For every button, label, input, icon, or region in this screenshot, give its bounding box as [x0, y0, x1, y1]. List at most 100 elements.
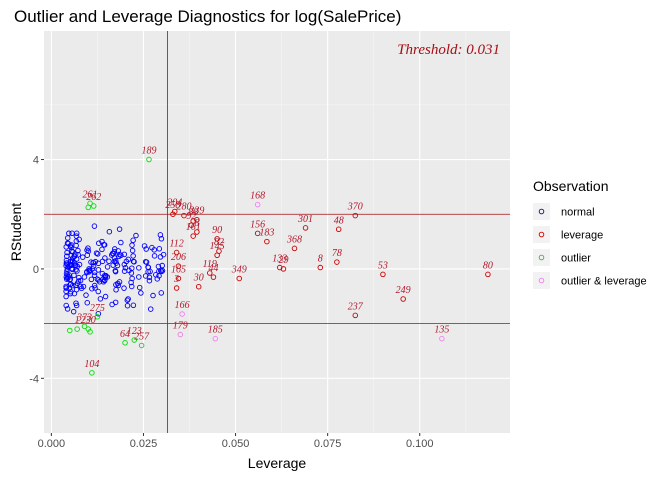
normal-point [84, 247, 90, 253]
normal-point [87, 267, 93, 274]
threshold-annotation: Threshold: 0.031 [397, 42, 500, 58]
leverage-point [280, 266, 287, 272]
normal-point [129, 283, 135, 290]
data-points [63, 156, 491, 376]
normal-point [77, 277, 84, 284]
leverage-point-label: 53 [378, 260, 388, 271]
normal-point [99, 238, 105, 245]
normal-point [151, 253, 158, 259]
outlier-point [81, 323, 88, 330]
legend-key-leverage [538, 231, 545, 238]
leverage-point-label: 90 [212, 225, 222, 236]
outlier-point [89, 370, 95, 376]
leverage-point-label: 368 [286, 234, 302, 245]
normal-point [63, 302, 69, 309]
normal-point [68, 258, 75, 264]
leverage-point [173, 285, 180, 291]
leverage-point [352, 312, 359, 319]
normal-point [92, 258, 99, 265]
legend-key-box [533, 249, 550, 266]
normal-point [99, 246, 105, 253]
leverage-point [485, 271, 491, 278]
leverage-point-label: 183 [259, 228, 274, 239]
both-point [179, 311, 185, 317]
normal-point [66, 285, 72, 292]
normal-point [130, 237, 136, 244]
leverage-point-label: 44 [208, 263, 218, 274]
y-axis-ticks: -4 0 4 [29, 155, 44, 385]
y-axis-label: RStudent [8, 203, 24, 261]
outlier-point [74, 326, 80, 332]
legend-key-outlier [538, 254, 545, 261]
leverage-point-label: 206 [171, 252, 186, 263]
normal-point [142, 273, 149, 279]
normal-point [95, 277, 102, 283]
normal-point [63, 244, 69, 250]
leverage-point [172, 208, 178, 215]
leverage-point [173, 249, 180, 256]
normal-point [88, 276, 95, 283]
leverage-point-label: 301 [297, 214, 313, 225]
normal-point [121, 285, 127, 291]
normal-point [118, 252, 124, 259]
normal-point [90, 263, 97, 270]
normal-point [95, 288, 101, 295]
leverage-point [277, 264, 283, 271]
normal-point [91, 272, 98, 278]
leverage-point-label: 80 [483, 260, 493, 271]
leverage-point-label: 48 [334, 215, 344, 226]
normal-point [63, 260, 70, 266]
normal-point [121, 251, 128, 258]
normal-point [129, 242, 135, 248]
x-tick-label: 0.075 [314, 438, 342, 450]
leverage-point [210, 274, 217, 280]
both-point-label: 166 [175, 300, 190, 311]
normal-point [158, 290, 165, 296]
normal-point [124, 302, 131, 309]
normal-point [63, 293, 69, 300]
y-tick-label: -4 [29, 373, 39, 385]
outlier-point [94, 314, 101, 320]
normal-point [124, 297, 131, 303]
leverage-point [302, 225, 309, 231]
normal-point [130, 253, 136, 259]
normal-point [116, 226, 123, 232]
normal-point [116, 279, 123, 285]
leverage-point [194, 229, 200, 235]
normal-point [66, 230, 72, 237]
normal-point [158, 268, 165, 275]
legend-key-both [538, 277, 545, 284]
normal-point [112, 268, 119, 275]
outlier-point [138, 342, 145, 349]
leverage-point [352, 212, 359, 219]
normal-point [129, 247, 136, 254]
normal-point [75, 278, 82, 284]
normal-point [118, 239, 124, 246]
x-tick-label: 0.050 [222, 438, 250, 450]
normal-point [160, 251, 167, 258]
leverage-point-label: 112 [169, 239, 183, 250]
normal-point [106, 258, 112, 265]
normal-point [76, 236, 82, 243]
normal-point [102, 274, 109, 280]
normal-point [146, 277, 153, 284]
leverage-point-label: 8 [318, 254, 323, 265]
outlier-point [67, 327, 73, 334]
both-point [177, 331, 184, 338]
normal-point [81, 274, 88, 280]
both-point-label: 135 [434, 325, 449, 336]
chart-title: Outlier and Leverage Diagnostics for log… [14, 7, 401, 26]
leverage-point [175, 263, 182, 269]
normal-point [91, 282, 98, 289]
outlier-point-label: 189 [141, 146, 156, 157]
normal-point [113, 260, 119, 266]
outlier-point-label: 230 [81, 315, 96, 326]
x-axis-label: Leverage [248, 455, 307, 471]
normal-point [63, 285, 69, 291]
normal-point [115, 248, 121, 254]
leverage-point-label: 161 [186, 222, 201, 233]
normal-point [133, 232, 139, 239]
both-point [212, 335, 219, 342]
leverage-point-label: 204 [167, 197, 182, 208]
outlier-point [131, 337, 138, 343]
